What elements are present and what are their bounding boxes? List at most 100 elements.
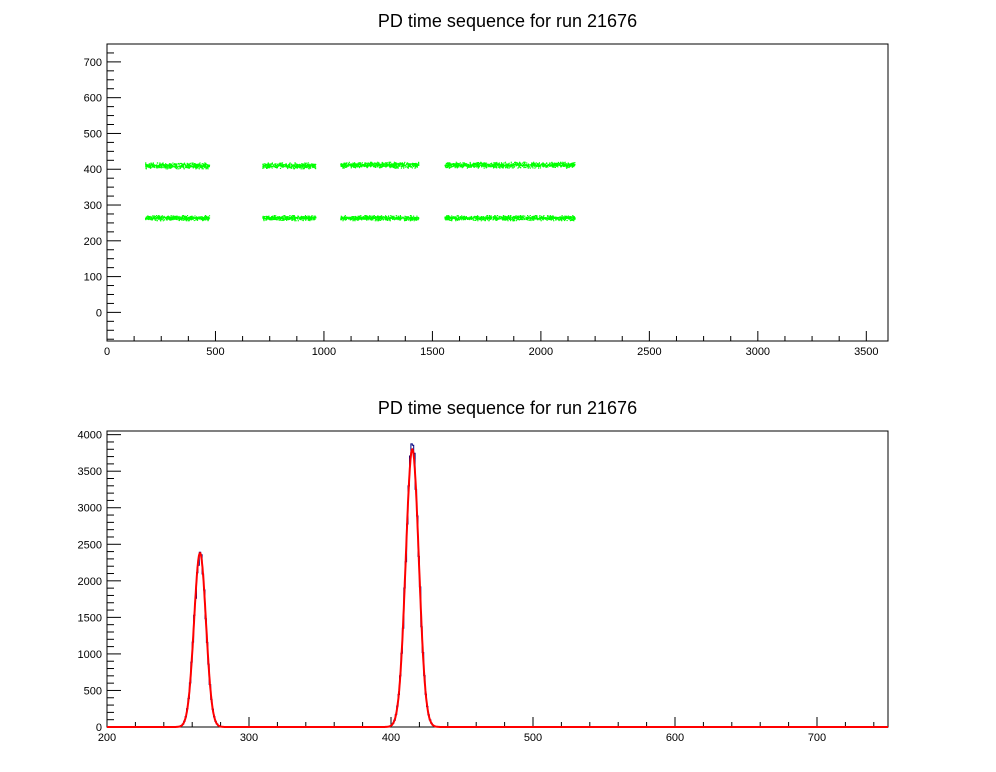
scatter-point — [178, 168, 180, 170]
scatter-point — [453, 217, 455, 219]
scatter-point — [172, 162, 174, 164]
scatter-point — [345, 164, 347, 166]
scatter-point — [570, 216, 572, 219]
scatter-point — [291, 165, 293, 167]
scatter-point — [539, 165, 541, 167]
scatter-point — [476, 162, 478, 164]
scatter-point — [515, 220, 517, 222]
scatter-point — [349, 164, 351, 166]
scatter-point — [344, 217, 346, 219]
scatter-point — [384, 217, 386, 219]
scatter-point — [543, 217, 545, 219]
scatter-point — [548, 162, 551, 164]
y-tick-label: 100 — [84, 272, 102, 284]
scatter-point — [536, 163, 539, 166]
y-tick-label: 0 — [96, 722, 102, 734]
scatter-point — [444, 218, 446, 220]
scatter-point — [509, 166, 511, 168]
scatter-point — [508, 167, 510, 169]
scatter-point — [383, 162, 385, 164]
scatter-point — [449, 162, 451, 164]
scatter-point — [277, 165, 279, 167]
scatter-point — [533, 215, 535, 217]
scatter-point — [305, 217, 307, 220]
scatter-point — [455, 161, 457, 163]
scatter-point — [399, 215, 401, 217]
scatter-point — [174, 216, 177, 218]
scatter-point — [384, 218, 386, 220]
scatter-point — [163, 166, 165, 168]
scatter-point — [470, 215, 473, 218]
scatter-point — [375, 219, 377, 221]
scatter-point — [279, 218, 281, 220]
scatter-point — [279, 167, 282, 169]
scatter-point — [533, 217, 535, 219]
scatter-point — [274, 215, 276, 217]
scatter-point — [416, 163, 418, 165]
scatter-point — [506, 216, 508, 218]
scatter-point — [270, 165, 272, 167]
y-tick-label: 4000 — [78, 430, 102, 442]
scatter-point — [534, 218, 536, 220]
scatter-point — [311, 219, 313, 221]
scatter-point — [525, 166, 527, 169]
scatter-point — [301, 163, 303, 165]
scatter-point — [187, 220, 189, 222]
scatter-point — [311, 165, 313, 167]
scatter-point — [479, 163, 481, 165]
scatter-point — [207, 216, 209, 218]
scatter-point — [402, 216, 404, 218]
scatter-point — [568, 217, 570, 219]
scatter-point — [408, 165, 410, 167]
scatter-point — [292, 215, 295, 217]
scatter-point — [376, 217, 378, 219]
scatter-point — [372, 218, 374, 220]
scatter-point — [516, 217, 518, 219]
scatter-point — [196, 217, 198, 219]
scatter-point — [205, 217, 207, 219]
scatter-point — [409, 215, 412, 217]
scatter-point — [505, 165, 507, 167]
scatter-point — [542, 218, 544, 220]
scatter-point — [495, 216, 497, 219]
scatter-point — [448, 163, 450, 165]
scatter-point — [145, 217, 147, 219]
scatter-point — [190, 219, 192, 221]
scatter-point — [266, 166, 268, 168]
scatter-point — [275, 164, 277, 167]
scatter-point — [270, 217, 272, 219]
scatter-point — [531, 166, 533, 168]
scatter-band — [145, 215, 211, 222]
scatter-point — [196, 166, 198, 168]
scatter-point — [512, 163, 514, 165]
scatter-point — [560, 163, 562, 165]
scatter-point — [156, 167, 158, 169]
scatter-point — [201, 167, 203, 169]
scatter-point — [540, 216, 542, 218]
scatter-point — [446, 216, 448, 218]
scatter-point — [407, 164, 409, 166]
scatter-point — [287, 166, 289, 168]
scatter-point — [145, 162, 147, 164]
scatter-point — [179, 166, 181, 168]
scatter-point — [467, 166, 469, 168]
scatter-point — [501, 218, 503, 220]
scatter-point — [543, 216, 545, 218]
scatter-point — [470, 218, 472, 220]
scatter-point — [566, 217, 568, 219]
scatter-point — [176, 216, 178, 218]
scatter-point — [169, 164, 171, 166]
scatter-point — [573, 164, 575, 166]
scatter-point — [205, 216, 207, 218]
scatter-point — [176, 168, 178, 170]
scatter-point — [309, 163, 311, 165]
scatter-point — [359, 163, 361, 165]
scatter-point — [555, 216, 557, 218]
scatter-point — [384, 163, 386, 165]
scatter-point — [365, 215, 367, 217]
scatter-point — [198, 163, 201, 165]
scatter-point — [159, 165, 161, 167]
scatter-point — [156, 220, 158, 222]
scatter-point — [483, 219, 485, 221]
scatter-point — [552, 216, 554, 218]
